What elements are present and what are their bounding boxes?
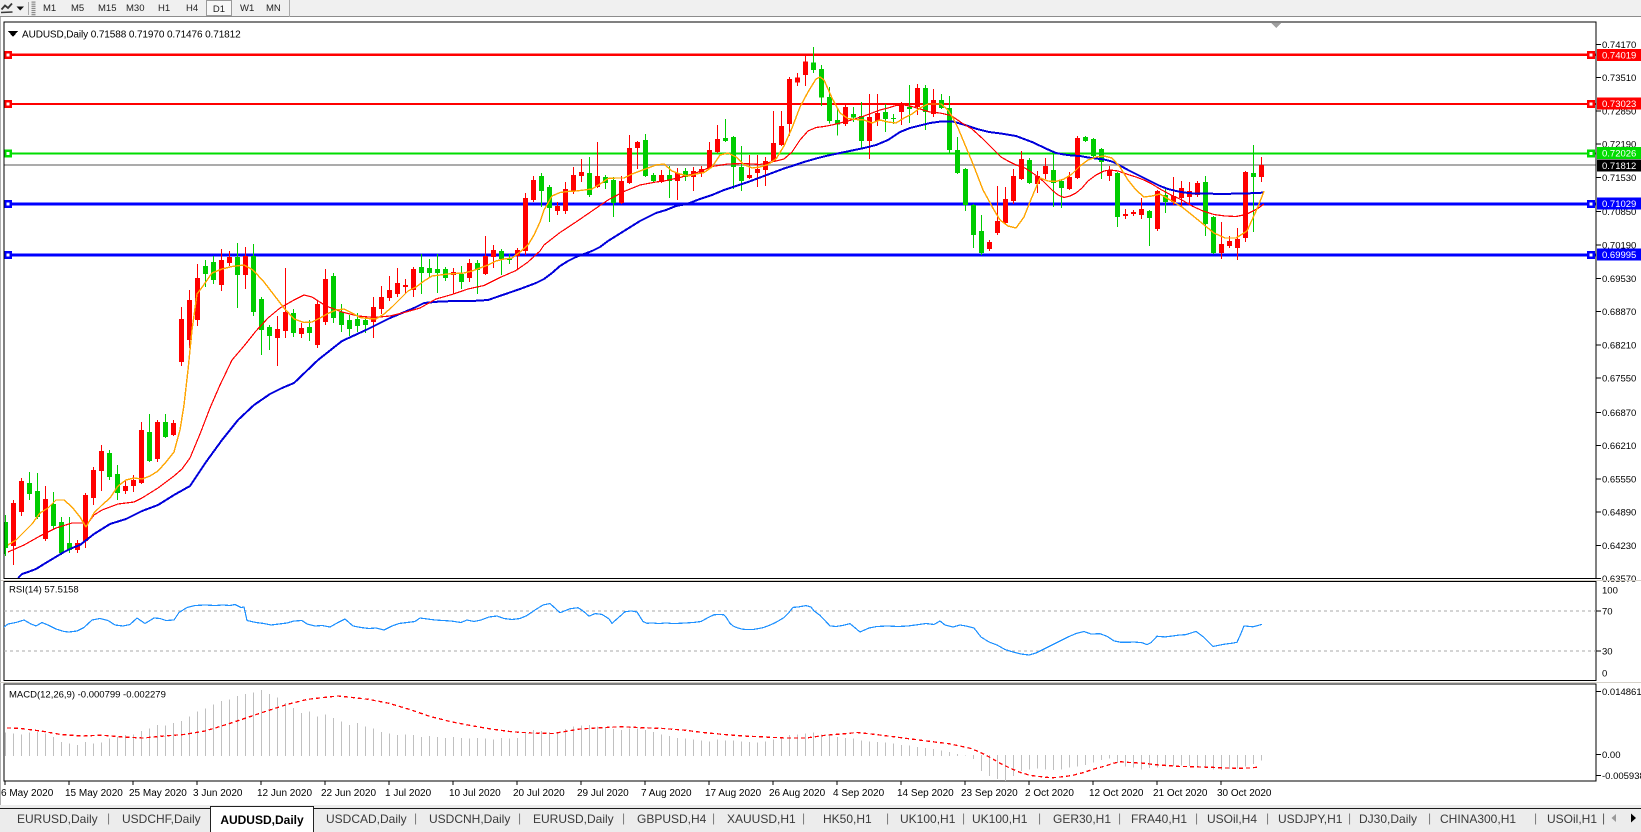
svg-text:25 May 2020: 25 May 2020 <box>129 788 187 799</box>
svg-text:2 Oct 2020: 2 Oct 2020 <box>1025 788 1074 799</box>
svg-text:20 Jul 2020: 20 Jul 2020 <box>513 788 565 799</box>
svg-text:0.71812: 0.71812 <box>1602 161 1636 172</box>
svg-text:0.63570: 0.63570 <box>1602 574 1636 585</box>
svg-text:0.73510: 0.73510 <box>1602 73 1636 84</box>
svg-text:0.71530: 0.71530 <box>1602 173 1636 184</box>
svg-text:30 Oct 2020: 30 Oct 2020 <box>1217 788 1272 799</box>
svg-text:0.73023: 0.73023 <box>1602 99 1636 110</box>
svg-text:0.71029: 0.71029 <box>1602 199 1636 210</box>
svg-text:0.69995: 0.69995 <box>1602 250 1636 261</box>
svg-text:1 Jul 2020: 1 Jul 2020 <box>385 788 432 799</box>
svg-text:21 Oct 2020: 21 Oct 2020 <box>1153 788 1208 799</box>
svg-text:23 Sep 2020: 23 Sep 2020 <box>961 788 1018 799</box>
svg-text:0.72190: 0.72190 <box>1602 140 1636 151</box>
svg-text:4 Sep 2020: 4 Sep 2020 <box>833 788 885 799</box>
svg-text:10 Jul 2020: 10 Jul 2020 <box>449 788 501 799</box>
svg-text:100: 100 <box>1602 586 1618 597</box>
svg-text:0.67550: 0.67550 <box>1602 374 1636 385</box>
svg-text:3 Jun 2020: 3 Jun 2020 <box>193 788 243 799</box>
svg-text:RSI(14) 57.5158: RSI(14) 57.5158 <box>9 585 79 596</box>
svg-text:26 Aug 2020: 26 Aug 2020 <box>769 788 826 799</box>
svg-text:0.74170: 0.74170 <box>1602 40 1636 51</box>
svg-text:0.70190: 0.70190 <box>1602 241 1636 252</box>
svg-text:0: 0 <box>1602 669 1607 680</box>
svg-text:29 Jul 2020: 29 Jul 2020 <box>577 788 629 799</box>
svg-text:0.68870: 0.68870 <box>1602 307 1636 318</box>
svg-text:0.65550: 0.65550 <box>1602 474 1636 485</box>
svg-text:AUDUSD,Daily 0.71588 0.71970: AUDUSD,Daily 0.71588 0.71970 0.71476 0.7… <box>22 30 241 41</box>
svg-text:0.72026: 0.72026 <box>1602 149 1636 160</box>
svg-text:30: 30 <box>1602 647 1613 658</box>
svg-text:0.64890: 0.64890 <box>1602 508 1636 519</box>
svg-text:0.72850: 0.72850 <box>1602 107 1636 118</box>
svg-text:0.69530: 0.69530 <box>1602 274 1636 285</box>
svg-text:12 Oct 2020: 12 Oct 2020 <box>1089 788 1144 799</box>
svg-text:-0.005938: -0.005938 <box>1602 771 1641 782</box>
svg-text:0.014861: 0.014861 <box>1602 687 1641 698</box>
svg-text:MACD(12,26,9) -0.000799 -0.002: MACD(12,26,9) -0.000799 -0.002279 <box>9 690 166 701</box>
svg-text:0.74019: 0.74019 <box>1602 51 1636 62</box>
svg-text:7 Aug 2020: 7 Aug 2020 <box>641 788 692 799</box>
svg-text:0.70850: 0.70850 <box>1602 207 1636 218</box>
svg-text:15 May 2020: 15 May 2020 <box>65 788 123 799</box>
svg-text:70: 70 <box>1602 607 1613 618</box>
svg-text:0.68210: 0.68210 <box>1602 340 1636 351</box>
svg-text:0.64230: 0.64230 <box>1602 541 1636 552</box>
svg-text:6 May 2020: 6 May 2020 <box>1 788 54 799</box>
svg-text:0.00: 0.00 <box>1602 750 1621 761</box>
svg-text:14 Sep 2020: 14 Sep 2020 <box>897 788 954 799</box>
svg-text:0.66210: 0.66210 <box>1602 441 1636 452</box>
svg-text:17 Aug 2020: 17 Aug 2020 <box>705 788 762 799</box>
svg-text:12 Jun 2020: 12 Jun 2020 <box>257 788 312 799</box>
svg-text:22 Jun 2020: 22 Jun 2020 <box>321 788 376 799</box>
svg-text:0.66870: 0.66870 <box>1602 408 1636 419</box>
